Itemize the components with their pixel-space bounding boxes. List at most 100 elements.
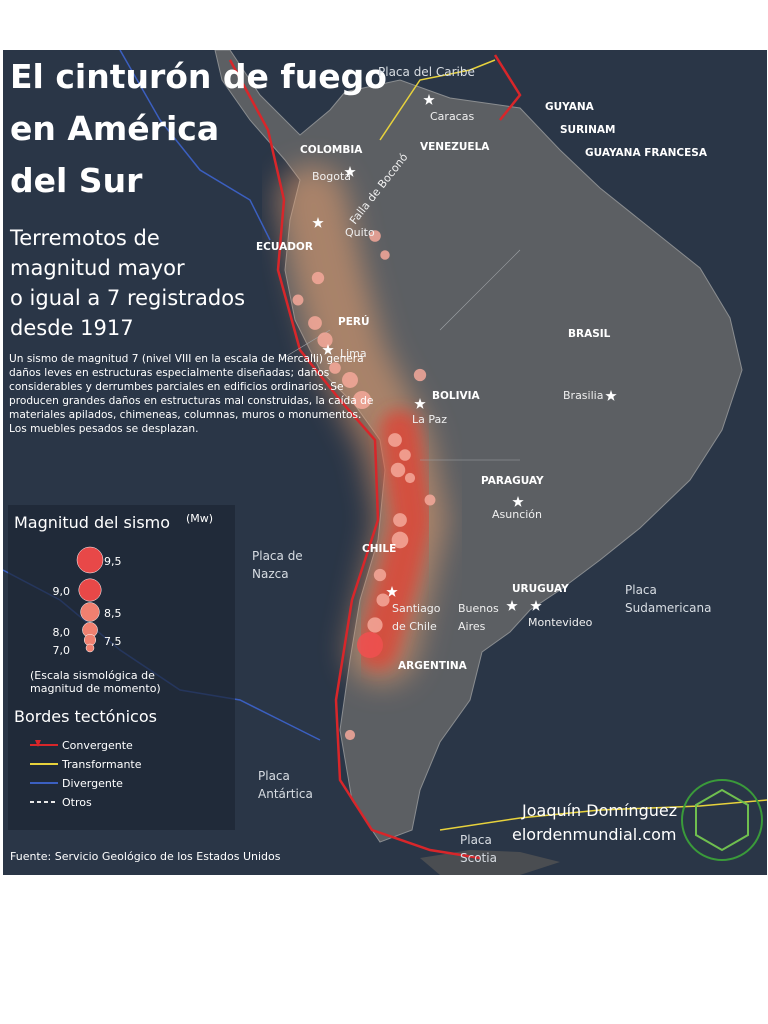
city-star <box>530 600 542 611</box>
city-label: de Chile <box>392 620 437 633</box>
legend-magnitude-label: 9,0 <box>53 585 71 598</box>
earthquake <box>399 449 411 461</box>
country-label: BOLIVIA <box>432 390 481 402</box>
city-label: Asunción <box>492 508 542 521</box>
earthquake <box>376 593 390 607</box>
country-label: PERÚ <box>338 315 369 328</box>
country-label: SURINAM <box>560 124 615 136</box>
legend-triangle <box>35 740 41 747</box>
legend-note: (Escala sismológica de <box>30 669 155 682</box>
earthquake <box>393 513 407 527</box>
land-fragment <box>420 850 560 875</box>
legend-magnitude-label: 7,5 <box>104 635 122 648</box>
subtitle-line: Terremotos de <box>9 226 160 250</box>
city-label: Aires <box>458 620 486 633</box>
country-label: CHILE <box>362 543 396 555</box>
city-label: Quito <box>345 226 375 239</box>
convergent-border <box>493 54 522 121</box>
city-star <box>605 390 617 401</box>
subtitle-line: desde 1917 <box>10 316 134 340</box>
transform-border <box>379 59 496 141</box>
earthquake <box>342 372 358 388</box>
legend-border-label: Otros <box>62 796 92 809</box>
earthquake <box>352 390 372 410</box>
earthquake <box>388 433 402 447</box>
description: Un sismo de magnitud 7 (nivel VIII en la… <box>9 353 374 435</box>
legend-magnitude-label: 7,0 <box>53 644 71 657</box>
plate-label: Scotia <box>460 851 497 865</box>
legend-border-label: Divergente <box>62 777 123 790</box>
legend-circle <box>76 546 104 574</box>
plate-label: Sudamericana <box>625 601 711 615</box>
earthquake <box>308 316 322 330</box>
logo <box>681 779 763 861</box>
plate-label: Antártica <box>258 787 313 801</box>
city-star <box>414 398 426 409</box>
transform-border <box>439 799 767 831</box>
legend-magnitude-label: 9,5 <box>104 555 122 568</box>
legend-title: Magnitud del sismo <box>14 513 170 532</box>
legend-circle <box>80 602 100 622</box>
divergent-border <box>119 50 271 241</box>
legend-circle <box>85 643 95 653</box>
legend-border-label: Transformante <box>61 758 142 771</box>
city-star <box>344 166 356 177</box>
earthquake <box>390 462 406 478</box>
credit-site: elordenmundial.com <box>512 825 677 844</box>
earthquake <box>424 494 436 506</box>
legend-borders-title: Bordes tectónicos <box>14 707 157 726</box>
city-label: Lima <box>340 347 367 360</box>
country-label: PARAGUAY <box>481 475 544 487</box>
title-line: El cinturón de fuego <box>10 57 387 96</box>
subtitle-line: magnitud mayor <box>10 256 185 280</box>
logo-hexagon <box>695 788 749 852</box>
earthquake <box>329 362 341 374</box>
city-star <box>322 344 334 355</box>
earthquake <box>373 568 387 582</box>
city-star <box>512 496 524 507</box>
legend-border-label: Convergente <box>62 739 133 752</box>
earthquake <box>344 729 356 741</box>
earthquake <box>292 294 304 306</box>
city-star <box>386 586 398 597</box>
country-label: VENEZUELA <box>420 141 490 153</box>
earthquake <box>369 230 381 242</box>
country-label: URUGUAY <box>512 583 569 595</box>
plate-label: Nazca <box>252 567 289 581</box>
subtitle-line: o igual a 7 registrados <box>10 286 245 310</box>
city-label: Santiago <box>392 602 441 615</box>
city-star <box>423 94 435 105</box>
city-star <box>312 217 324 228</box>
legend-panel <box>8 505 235 830</box>
earthquake <box>311 271 325 285</box>
logo-ring <box>681 779 763 861</box>
plate-label: Placa <box>258 769 290 783</box>
city-star <box>506 600 518 611</box>
title-line: en América <box>10 109 219 148</box>
title-line: del Sur <box>10 161 143 200</box>
city-label: La Paz <box>412 413 447 426</box>
country-label: ECUADOR <box>256 241 313 253</box>
country-label: GUYANA <box>545 101 595 113</box>
credit-author: Joaquín Domínguez <box>521 801 677 820</box>
earthquake <box>404 472 416 484</box>
earthquake <box>317 332 333 348</box>
legend-unit: (Mw) <box>186 512 213 525</box>
legend-note: magnitud de momento) <box>30 682 161 695</box>
source: Fuente: Servicio Geológico de los Estado… <box>10 850 281 863</box>
country-label: GUAYANA FRANCESA <box>585 147 708 159</box>
earthquake <box>367 617 383 633</box>
city-label: Montevideo <box>528 616 593 629</box>
legend-circle <box>78 578 102 602</box>
country-label: ARGENTINA <box>398 660 468 672</box>
earthquake <box>357 632 383 658</box>
plate-label: Placa del Caribe <box>378 65 475 79</box>
earthquake <box>413 368 427 382</box>
earthquake <box>391 531 409 549</box>
city-label: Bogotá <box>312 170 351 183</box>
earthquake <box>380 250 390 260</box>
plate-label: Placa de <box>252 549 303 563</box>
legend-magnitude-label: 8,5 <box>104 607 122 620</box>
